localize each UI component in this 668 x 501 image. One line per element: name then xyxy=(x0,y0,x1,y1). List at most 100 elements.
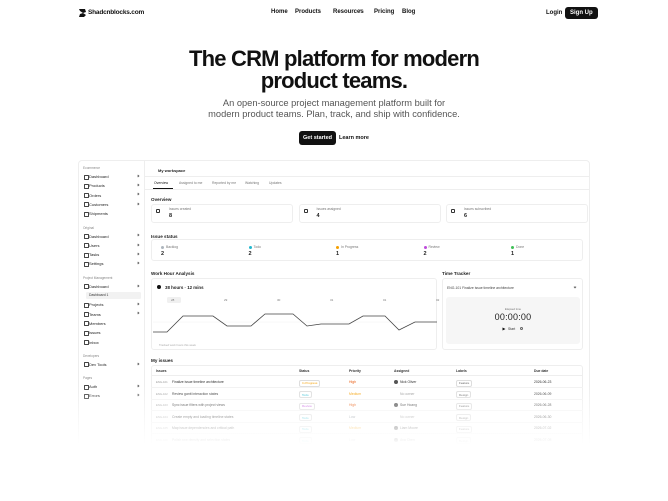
sidebar-item[interactable]: Products xyxy=(84,183,105,189)
sidebar-active xyxy=(86,291,141,299)
section-title: Issue status xyxy=(151,234,178,239)
sidebar-item[interactable]: Dashboard xyxy=(84,283,109,290)
stat-icon xyxy=(156,209,160,213)
tab[interactable]: Watching xyxy=(245,181,260,185)
sidebar-group-label: Original xyxy=(83,225,94,230)
status-dot xyxy=(161,245,164,249)
play-icon xyxy=(502,327,506,331)
sidebar-chevron xyxy=(136,261,140,265)
sidebar-chevron xyxy=(136,284,140,287)
tab[interactable]: Reported by me xyxy=(212,181,237,185)
stat-label: Issues assigned xyxy=(316,207,341,211)
status-name: Review xyxy=(428,245,440,249)
issue-assignee: Nick Oliver xyxy=(400,380,417,384)
sidebar-chevron xyxy=(136,174,140,178)
status-name: Todo xyxy=(253,245,261,249)
status-value: 1 xyxy=(511,251,515,257)
sidebar-chevron xyxy=(136,362,140,366)
work-panel xyxy=(151,278,437,350)
status-value: 1 xyxy=(336,251,340,257)
sidebar-chevron xyxy=(136,183,140,187)
nav-link[interactable]: Pricing xyxy=(374,9,395,15)
tab[interactable]: Updates xyxy=(269,181,282,185)
status-name: Backlog xyxy=(166,245,179,249)
timer-panel xyxy=(442,278,583,350)
column-header: Priority xyxy=(349,369,361,373)
stat-value: 6 xyxy=(464,213,468,219)
sidebar-item[interactable]: Issues xyxy=(84,330,101,336)
signup-button[interactable]: Sign Up xyxy=(565,7,598,19)
tab[interactable]: Overview xyxy=(154,181,169,185)
work-total: 38 hours · 12 mins xyxy=(165,285,204,290)
sidebar-item[interactable]: Members xyxy=(84,320,106,327)
day-label[interactable]: 28 xyxy=(171,298,175,302)
issue-title[interactable]: Finalize issue timeline architecture xyxy=(172,380,224,384)
status-name: Done xyxy=(516,245,525,249)
sidebar-item[interactable]: Tasks xyxy=(83,252,100,258)
stat-card xyxy=(151,204,293,223)
sidebar-item[interactable]: Inbox xyxy=(84,339,99,345)
column-header: Assigned xyxy=(394,369,410,373)
column-header: Issues xyxy=(156,369,167,373)
learn-more-button[interactable]: Learn more xyxy=(339,135,369,141)
sidebar-item[interactable]: Dashboard 1 xyxy=(89,293,109,297)
sidebar-chevron xyxy=(136,252,140,256)
sidebar-divider xyxy=(144,161,145,449)
stat-label: Issues subscribed xyxy=(464,207,492,211)
stat-card xyxy=(446,204,588,223)
start-button[interactable]: Start xyxy=(508,327,516,331)
nav-link[interactable]: Home xyxy=(271,9,288,15)
sidebar-item[interactable]: Projects xyxy=(83,302,104,308)
status-dot xyxy=(423,245,427,249)
stat-icon xyxy=(451,209,455,213)
sidebar-item[interactable]: Users xyxy=(83,242,100,249)
timer-card xyxy=(446,297,580,344)
day-label[interactable]: 01 xyxy=(383,298,387,302)
day-label[interactable]: 29 xyxy=(224,298,228,302)
sidebar-group-label: Ecommerce xyxy=(83,166,101,170)
reset-icon xyxy=(520,327,523,330)
nav-link[interactable]: Products xyxy=(295,9,322,15)
stat-value: 4 xyxy=(316,213,320,219)
stat-icon xyxy=(303,209,308,213)
sidebar-item[interactable]: Orders xyxy=(83,192,102,199)
section-title: Overview xyxy=(151,197,172,202)
status-value: 2 xyxy=(423,251,427,257)
sidebar-item[interactable]: Shipments xyxy=(84,211,108,217)
fade-overlay xyxy=(0,385,668,455)
nav-link[interactable]: Resources xyxy=(333,9,364,15)
column-header: Due date xyxy=(534,369,549,373)
status-value: 2 xyxy=(248,251,252,257)
tab[interactable]: Assigned to me xyxy=(179,181,203,185)
sidebar-chevron xyxy=(136,233,140,237)
sidebar-group-label: Developers xyxy=(83,353,100,358)
login-button[interactable]: Login xyxy=(546,10,563,16)
sidebar-item[interactable]: Dashboard xyxy=(84,174,109,180)
day-label[interactable]: 30 xyxy=(277,298,281,302)
day-label[interactable]: 31 xyxy=(330,298,334,302)
sidebar-item[interactable]: Dev Tools xyxy=(84,361,107,368)
avatar xyxy=(394,380,398,384)
get-started-button[interactable]: Get started xyxy=(299,131,337,145)
status-dot xyxy=(336,245,339,249)
sidebar-item[interactable]: Settings xyxy=(83,261,104,267)
stat-value: 8 xyxy=(169,213,173,219)
section-title: My issues xyxy=(151,358,173,363)
nav-link[interactable]: Blog xyxy=(402,9,416,15)
issue-priority: High xyxy=(349,380,356,384)
sidebar-item[interactable]: Dashboard xyxy=(84,233,109,239)
column-header: Labels xyxy=(456,369,467,373)
sidebar-chevron xyxy=(136,302,140,306)
sidebar-item[interactable]: Customers xyxy=(83,201,109,208)
section-title: Work Hour Analysis xyxy=(151,271,195,276)
status-value: 2 xyxy=(161,251,165,257)
timer-time: 00:00:00 xyxy=(494,312,532,322)
logo[interactable]: Shadcnblocks.com xyxy=(88,9,145,16)
timer-task[interactable]: ENG-101 Finalize issue timeline architec… xyxy=(447,286,514,290)
sidebar-item[interactable]: Teams xyxy=(84,311,101,318)
day-label[interactable]: 02 xyxy=(436,298,440,302)
hero-title: The CRM platform for modern xyxy=(188,46,480,71)
tab-underline xyxy=(153,188,173,189)
issue-id: ENG-101 xyxy=(156,380,168,384)
